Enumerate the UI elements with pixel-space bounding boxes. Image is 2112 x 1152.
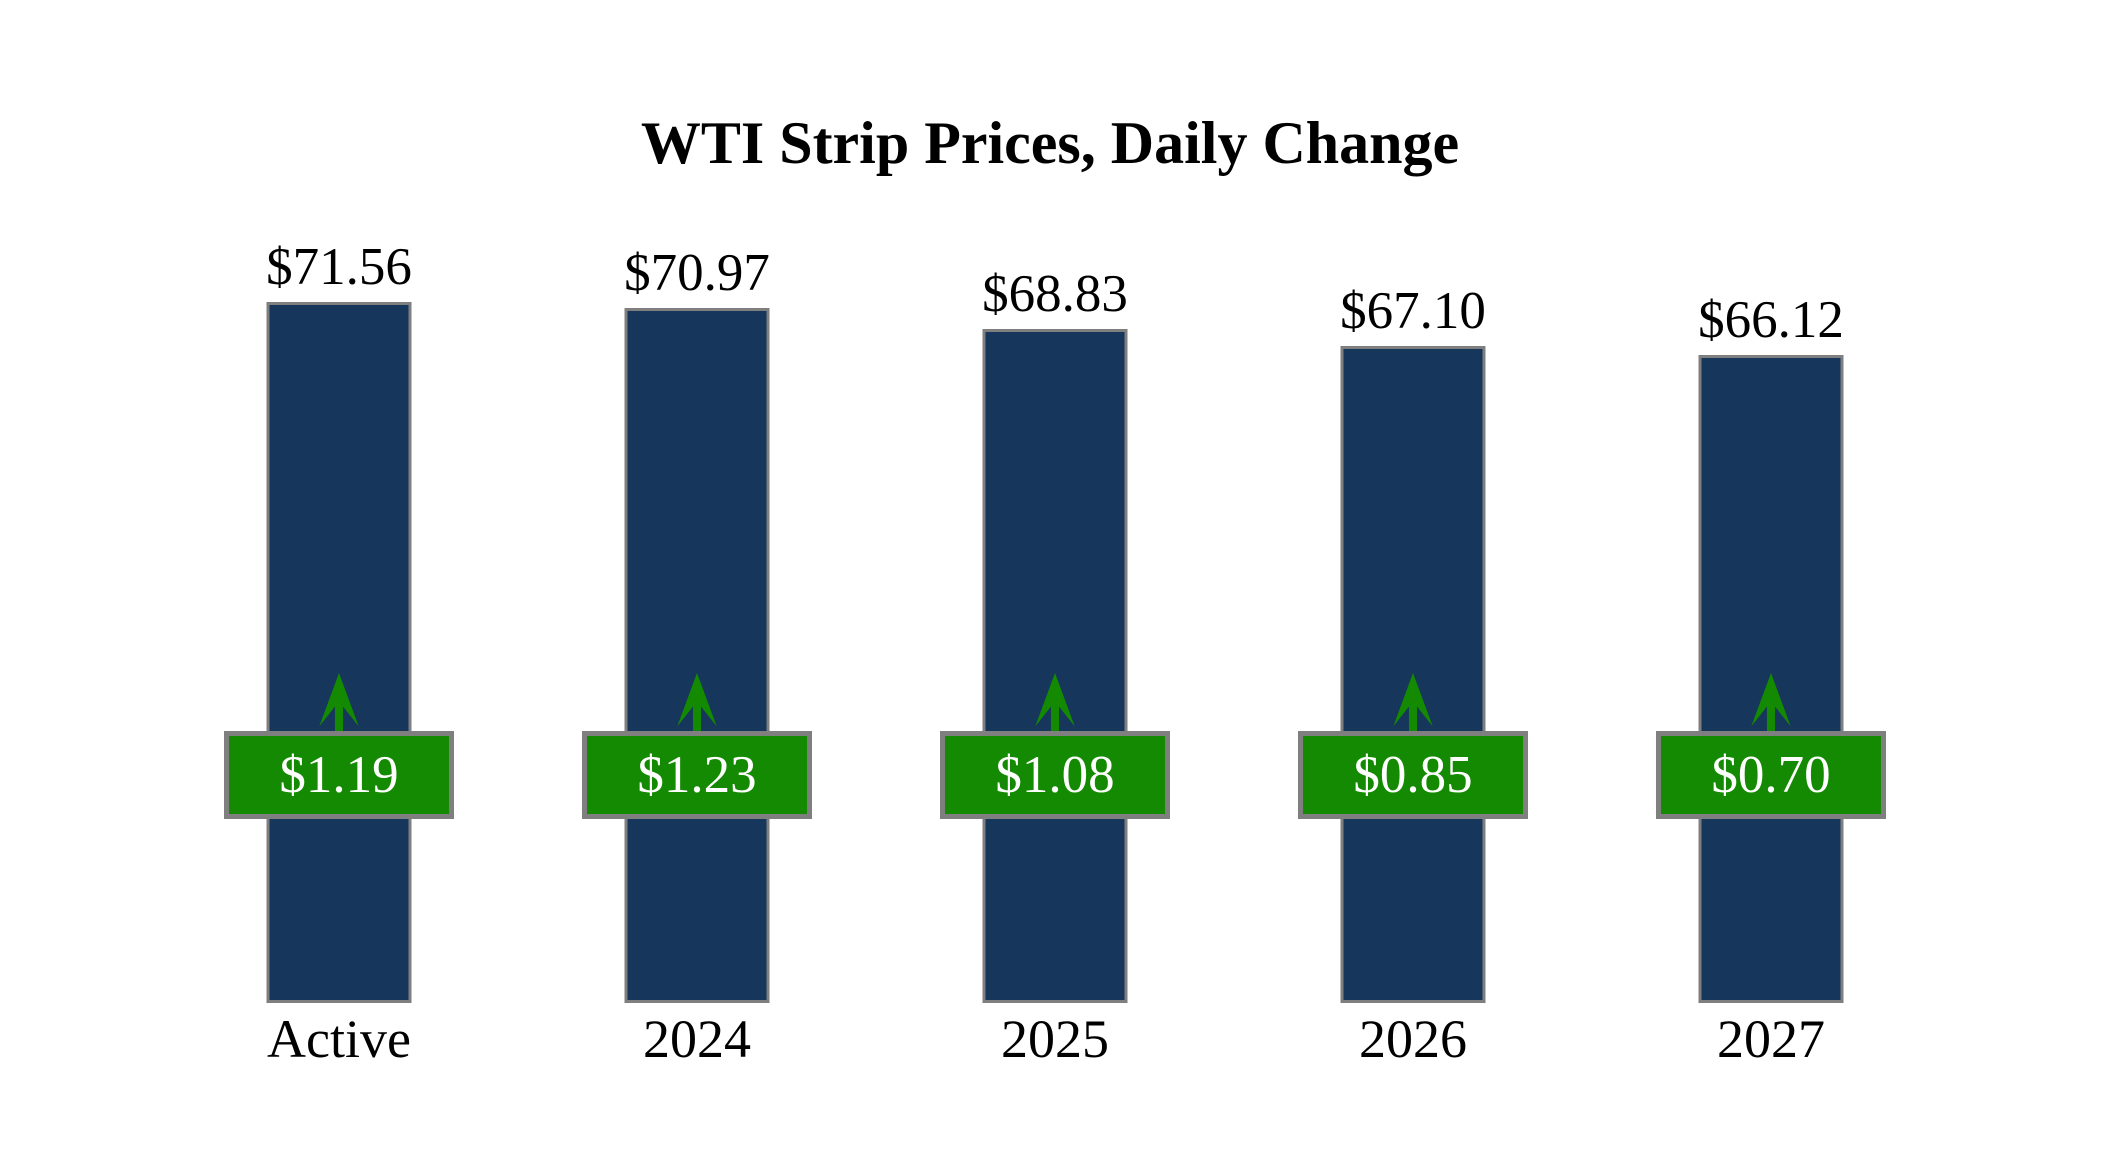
daily-change-badge: $1.19 xyxy=(224,731,454,819)
bar-group-2025: $68.83 $1.08 2025 xyxy=(876,190,1234,1070)
up-arrow-icon xyxy=(1035,673,1075,731)
strip-price-label: $70.97 xyxy=(624,244,770,302)
daily-change-badge: $0.70 xyxy=(1656,731,1886,819)
strip-price-label: $71.56 xyxy=(266,238,412,296)
up-arrow-icon xyxy=(319,673,359,731)
daily-change-badge: $0.85 xyxy=(1298,731,1528,819)
category-label: 2024 xyxy=(643,1009,751,1069)
up-arrow-icon xyxy=(677,673,717,731)
category-label: 2027 xyxy=(1717,1009,1825,1069)
strip-price-bar xyxy=(982,329,1128,1003)
bar-group-2026: $67.10 $0.85 2026 xyxy=(1234,190,1592,1070)
strip-price-label: $67.10 xyxy=(1340,282,1486,340)
category-label: 2025 xyxy=(1001,1009,1109,1069)
up-arrow-icon xyxy=(1393,673,1433,731)
category-label: 2026 xyxy=(1359,1009,1467,1069)
plot-area: $71.56 $1.19 Active $70.97 $1.23 2024 $68.83 $1… xyxy=(160,190,1950,1070)
strip-price-bar xyxy=(266,302,412,1003)
strip-price-label: $66.12 xyxy=(1698,291,1844,349)
bar-group-2024: $70.97 $1.23 2024 xyxy=(518,190,876,1070)
bar-group-active: $71.56 $1.19 Active xyxy=(160,190,518,1070)
chart-title: WTI Strip Prices, Daily Change xyxy=(640,110,1460,176)
daily-change-badge: $1.23 xyxy=(582,731,812,819)
daily-change-badge: $1.08 xyxy=(940,731,1170,819)
strip-price-bar xyxy=(624,308,770,1003)
bar-group-2027: $66.12 $0.70 2027 xyxy=(1592,190,1950,1070)
up-arrow-icon xyxy=(1751,673,1791,731)
category-label: Active xyxy=(267,1009,411,1069)
strip-price-label: $68.83 xyxy=(982,265,1128,323)
